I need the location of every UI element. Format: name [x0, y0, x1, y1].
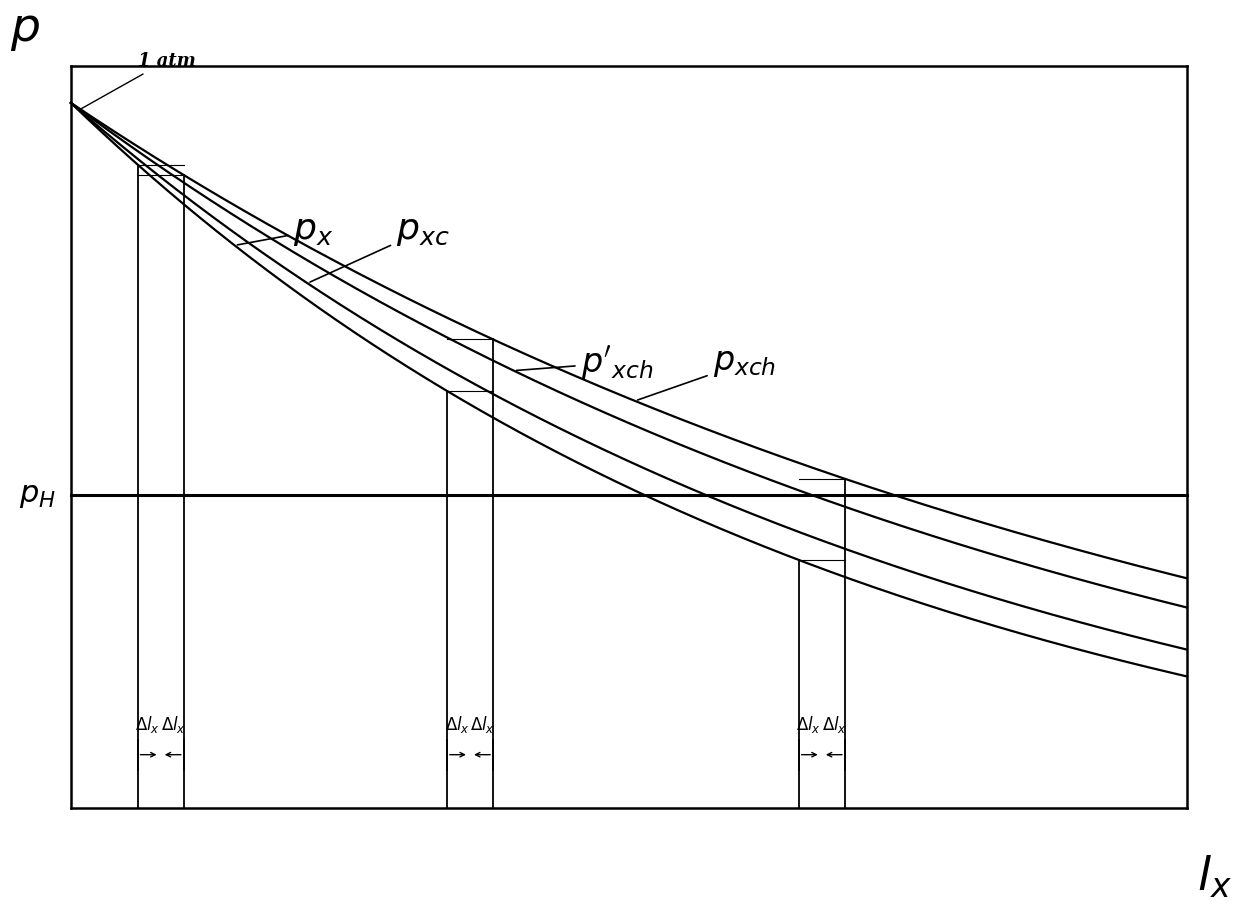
Text: $l_x$: $l_x$ [1197, 853, 1231, 900]
Text: $p_{xch}$: $p_{xch}$ [637, 347, 776, 400]
Text: $p_x$: $p_x$ [237, 214, 334, 248]
Text: $\Delta l_x$: $\Delta l_x$ [822, 714, 847, 735]
Text: $p_{xc}$: $p_{xc}$ [310, 214, 449, 282]
Text: $\Delta l_x$: $\Delta l_x$ [470, 714, 496, 735]
Text: $\Delta l_x$: $\Delta l_x$ [796, 714, 821, 735]
Text: $\Delta l_x$: $\Delta l_x$ [161, 714, 186, 735]
Text: $p_H$: $p_H$ [20, 480, 56, 510]
Text: $p$: $p$ [10, 7, 40, 53]
Text: $\Delta l_x$: $\Delta l_x$ [445, 714, 470, 735]
Text: $p'_{xch}$: $p'_{xch}$ [516, 344, 653, 382]
Text: $\Delta l_x$: $\Delta l_x$ [135, 714, 160, 735]
Text: 1 atm: 1 atm [79, 52, 196, 110]
